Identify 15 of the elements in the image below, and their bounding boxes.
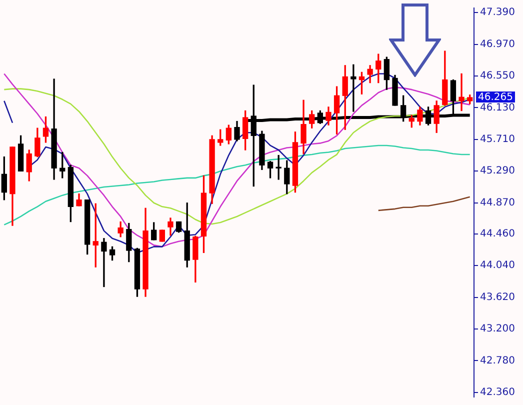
y-tick-label: 42.360 [480, 387, 516, 398]
y-tick-label: 46.550 [480, 70, 516, 82]
candlestick [159, 230, 165, 242]
y-tick-label: 44.040 [480, 260, 516, 272]
y-tick-label: 46.970 [480, 38, 516, 50]
y-tick-label: 43.620 [480, 292, 516, 303]
y-tick-label: 43.200 [480, 324, 516, 335]
y-tick-label: 47.390 [480, 7, 516, 18]
y-tick-label: 45.290 [480, 166, 516, 177]
y-tick-label: 46.130 [480, 102, 516, 114]
text: 46.265 [478, 92, 514, 104]
y-tick-label: 44.870 [480, 197, 516, 208]
y-tick-label: 44.460 [480, 228, 516, 240]
y-tick-label: 42.780 [480, 355, 516, 366]
y-tick-label: 45.710 [480, 134, 516, 146]
